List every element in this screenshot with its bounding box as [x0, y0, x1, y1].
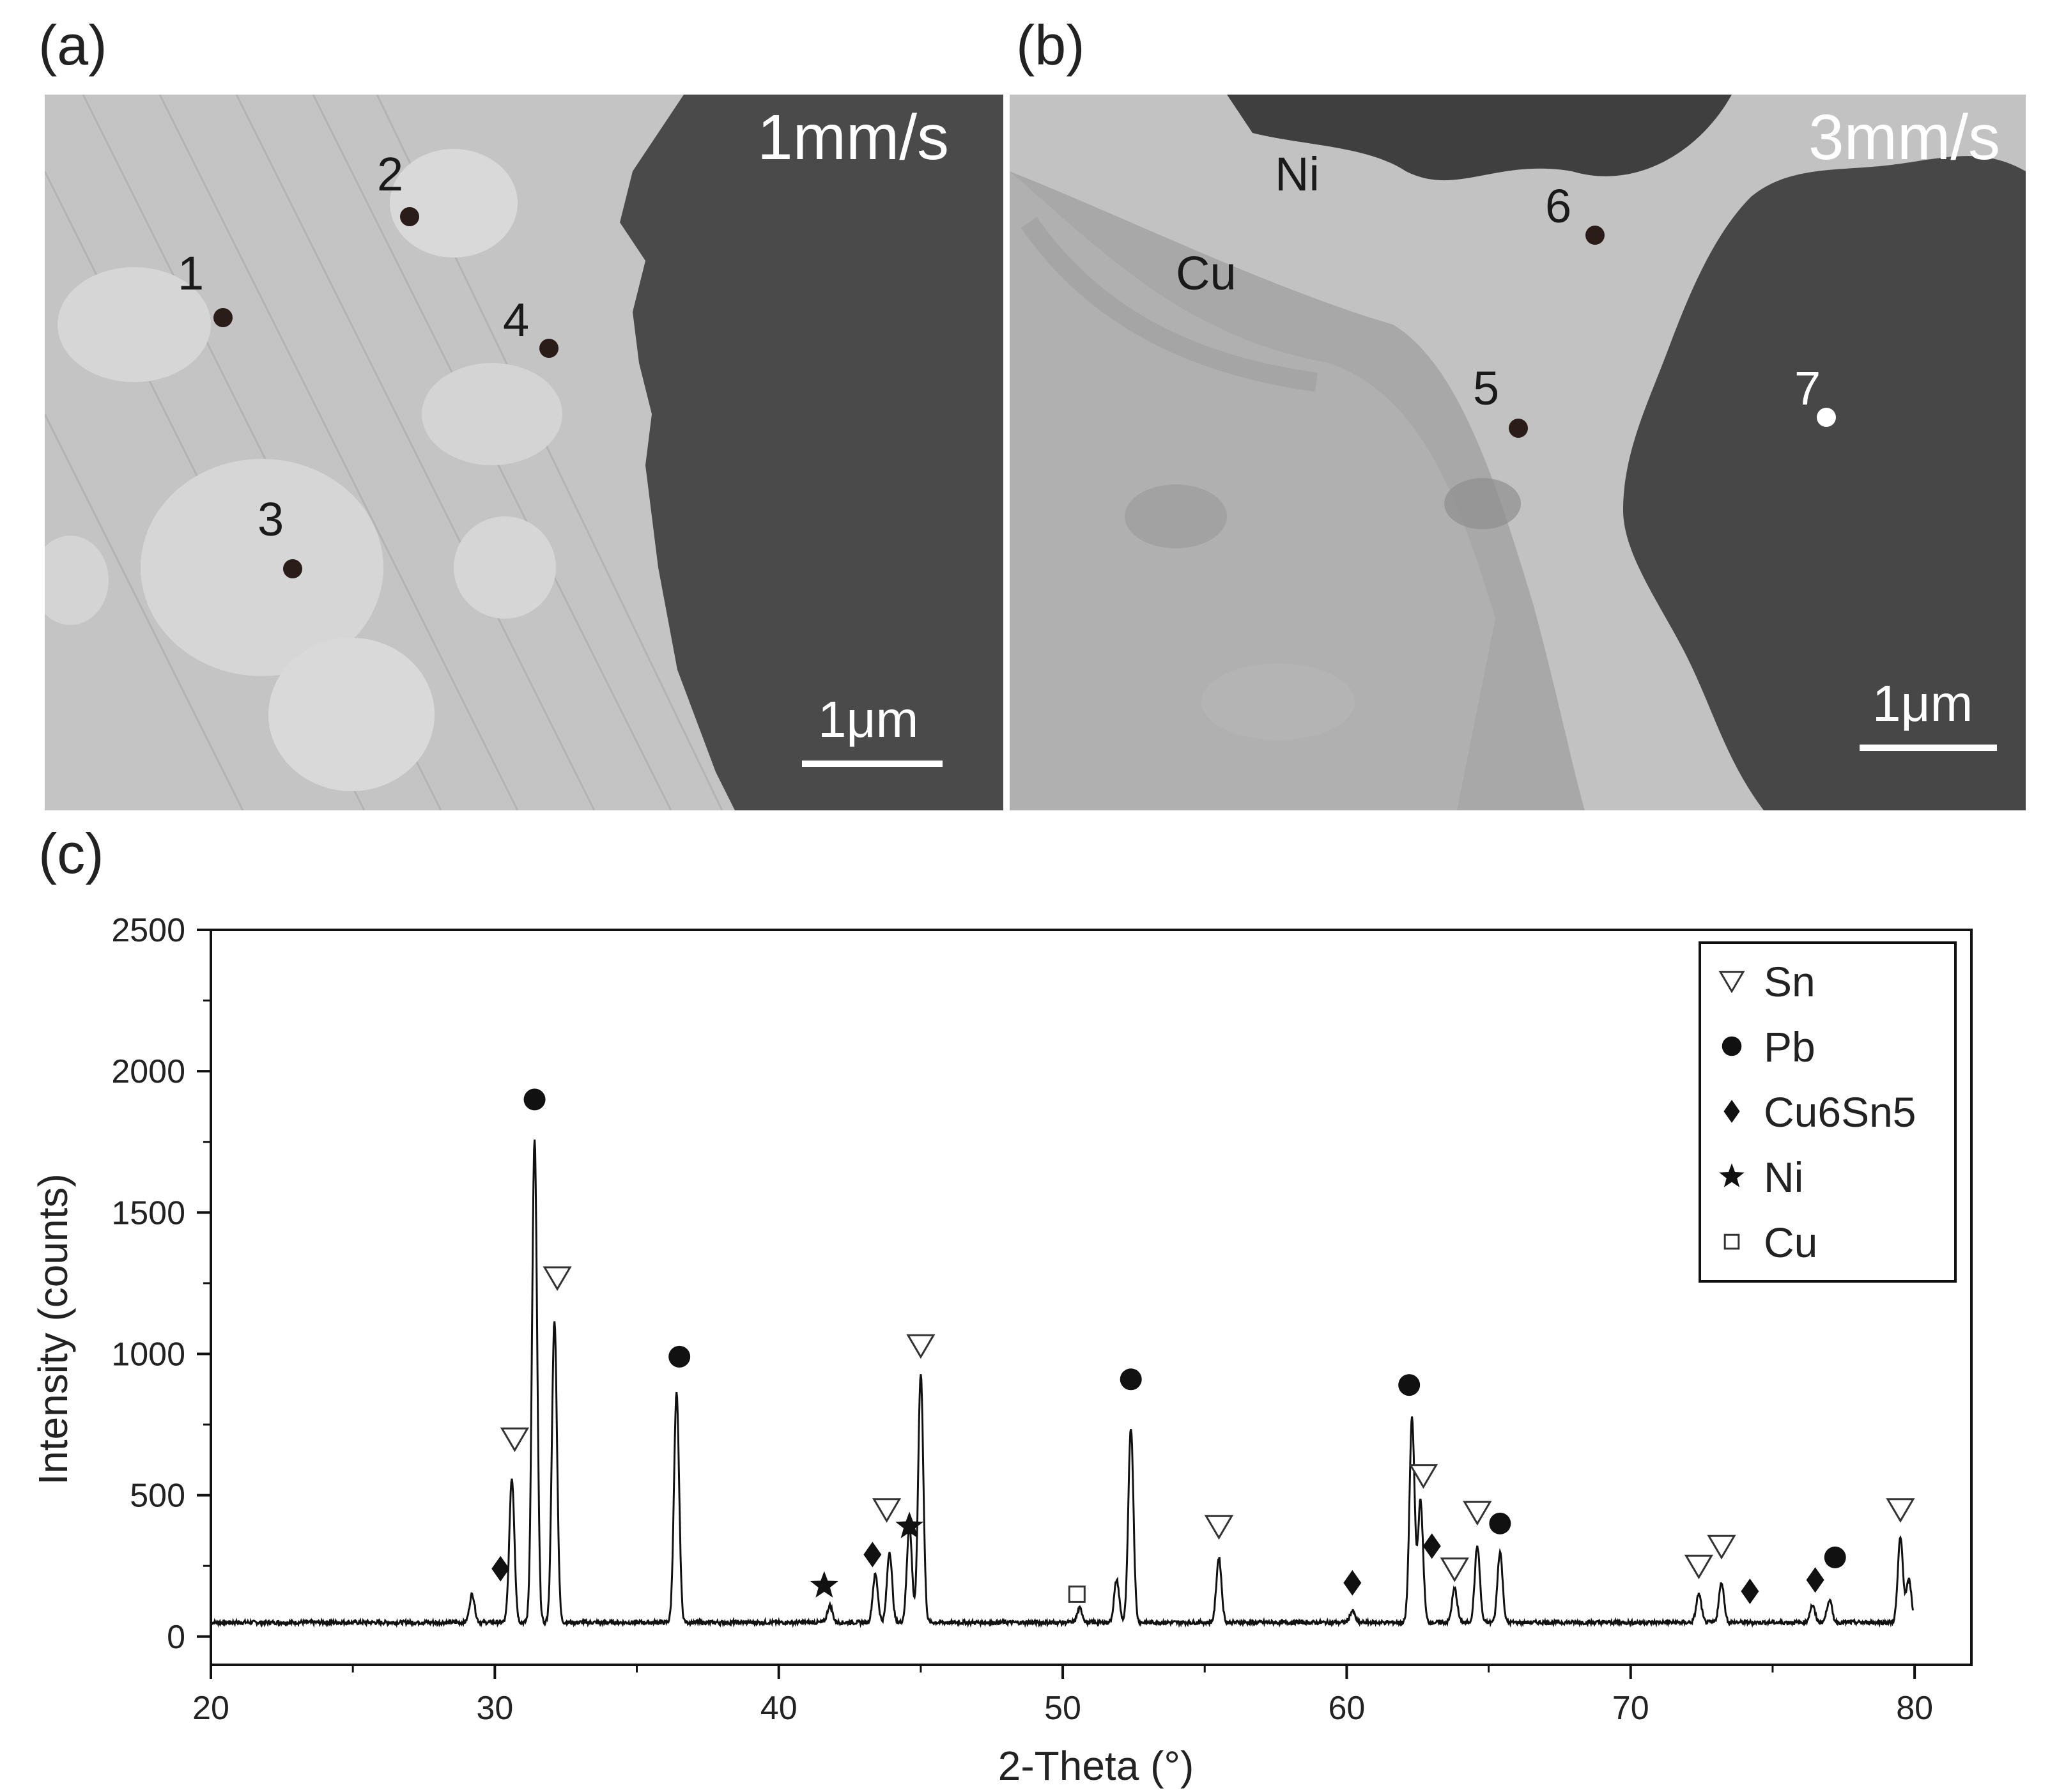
legend-label-cu: Cu: [1764, 1219, 1817, 1266]
chart-axes: [210, 929, 1973, 1666]
peak-marker-pb: [1120, 1368, 1142, 1391]
peak-marker-sn: [872, 1498, 902, 1523]
panel-label-a: (a): [38, 13, 107, 77]
y-tick-label: 0: [167, 1619, 185, 1656]
legend-symbol-ni: [1719, 1163, 1745, 1187]
peak-marker-sn: [1707, 1534, 1736, 1560]
x-tick-label: 70: [1612, 1690, 1649, 1727]
y-axis-label: Intensity (counts): [30, 1173, 76, 1485]
speed-label-b: 3mm/s: [1808, 102, 2000, 173]
peak-marker-pb: [1489, 1512, 1511, 1534]
peak-marker-pb: [1824, 1546, 1846, 1568]
y-tick-label: 1500: [111, 1194, 185, 1232]
peak-marker-pb: [668, 1345, 691, 1368]
legend-symbol-sn: [1718, 971, 1745, 994]
peak-marker-cu6sn5: [1806, 1567, 1824, 1593]
point-marker-2: [400, 207, 419, 226]
point-marker-4: [539, 339, 559, 358]
chart-ticks: 20 30 40 50 60 70 80 0 500 1000 1500 2000 2500: [111, 912, 1933, 1727]
scale-bar-b: [1860, 745, 1997, 751]
scale-label-a: 1μm: [818, 691, 919, 748]
plot-frame: [210, 929, 1973, 1666]
sem-micrograph-b: [1010, 95, 2026, 810]
peak-marker-sn: [906, 1334, 936, 1359]
legend-symbol-cu6sn5: [1723, 1100, 1740, 1123]
peak-marker-sn: [500, 1427, 530, 1453]
peak-marker-sn: [1440, 1557, 1469, 1582]
peak-marker-sn: [1463, 1501, 1492, 1526]
legend-symbol-pb: [1722, 1036, 1742, 1056]
point-label-5: 5: [1473, 362, 1500, 415]
sem-micrograph-a: [45, 95, 1003, 810]
point-label-1: 1: [178, 247, 204, 300]
x-axis-label: 2-Theta (°): [998, 1743, 1194, 1789]
speed-label-a: 1mm/s: [757, 102, 949, 173]
peak-marker-pb: [523, 1088, 546, 1111]
peak-marker-cu6sn5: [1422, 1533, 1441, 1559]
y-tick-label: 1000: [111, 1336, 185, 1373]
peak-marker-pb: [1398, 1374, 1421, 1396]
peak-marker-sn: [1204, 1515, 1234, 1540]
point-marker-5: [1509, 419, 1528, 438]
peak-marker-cu: [1068, 1585, 1086, 1603]
xrd-chart: 20 30 40 50 60 70 80 0 500 1000 1500 2000 2500 Sn Pb C…: [30, 912, 1973, 1789]
y-tick-label: 2000: [111, 1053, 185, 1090]
peak-marker-cu6sn5: [863, 1541, 882, 1568]
point-label-4: 4: [503, 293, 530, 346]
x-tick-label: 50: [1044, 1690, 1081, 1727]
point-label-3: 3: [258, 493, 284, 546]
scale-label-b: 1μm: [1872, 675, 1973, 732]
legend-symbol-cu: [1723, 1233, 1740, 1250]
peak-marker-ni: [895, 1511, 923, 1538]
phase-label-cu: Cu: [1176, 247, 1237, 300]
peak-marker-sn: [1886, 1498, 1915, 1523]
point-marker-7: [1817, 408, 1836, 427]
legend-box: [1699, 941, 1957, 1283]
x-tick-label: 40: [760, 1690, 798, 1727]
peak-marker-cu6sn5: [1343, 1570, 1362, 1596]
legend-label-sn: Sn: [1764, 958, 1815, 1005]
panel-label-b: (b): [1016, 13, 1085, 77]
x-tick-label: 60: [1328, 1690, 1365, 1727]
x-tick-label: 80: [1896, 1690, 1933, 1727]
panel-label-c: (c): [38, 822, 104, 885]
x-tick-label: 30: [476, 1690, 513, 1727]
point-label-7: 7: [1794, 362, 1821, 415]
y-tick-label: 2500: [111, 912, 185, 949]
point-label-6: 6: [1545, 180, 1572, 233]
sem-image-a: [45, 95, 1003, 810]
legend: Sn Pb Cu6Sn5 Ni Cu: [1699, 941, 1957, 1283]
point-marker-3: [283, 559, 302, 578]
x-tick-label: 20: [192, 1690, 229, 1727]
peak-marker-sn: [1684, 1554, 1714, 1580]
xrd-trace: [210, 1139, 1914, 1628]
peak-marker-cu6sn5: [491, 1556, 510, 1582]
peak-annotations: [491, 1088, 1915, 1604]
peak-marker-cu6sn5: [1741, 1579, 1759, 1604]
point-label-2: 2: [377, 148, 404, 201]
scale-bar-a: [802, 761, 943, 767]
sem-image-b: [1010, 95, 2026, 810]
peak-marker-sn: [1408, 1464, 1438, 1489]
y-tick-label: 500: [130, 1478, 185, 1515]
legend-label-ni: Ni: [1764, 1154, 1803, 1201]
point-marker-6: [1585, 226, 1605, 245]
point-marker-1: [213, 308, 233, 327]
phase-label-ni: Ni: [1275, 148, 1320, 201]
peak-marker-sn: [543, 1266, 572, 1291]
legend-label-pb: Pb: [1764, 1023, 1815, 1070]
peak-marker-ni: [810, 1571, 838, 1598]
legend-label-cu6sn5: Cu6Sn5: [1764, 1088, 1916, 1136]
